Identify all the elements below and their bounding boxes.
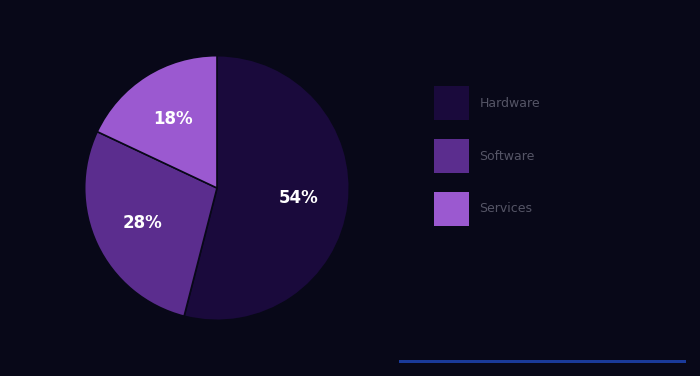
Text: Hardware: Hardware [480, 97, 540, 110]
Wedge shape [97, 56, 217, 188]
Text: 18%: 18% [153, 110, 193, 128]
Wedge shape [184, 56, 349, 320]
Text: Software: Software [480, 150, 535, 162]
Text: 28%: 28% [123, 214, 162, 232]
Wedge shape [85, 132, 217, 316]
Text: Services: Services [480, 202, 533, 215]
Text: 54%: 54% [279, 189, 318, 207]
